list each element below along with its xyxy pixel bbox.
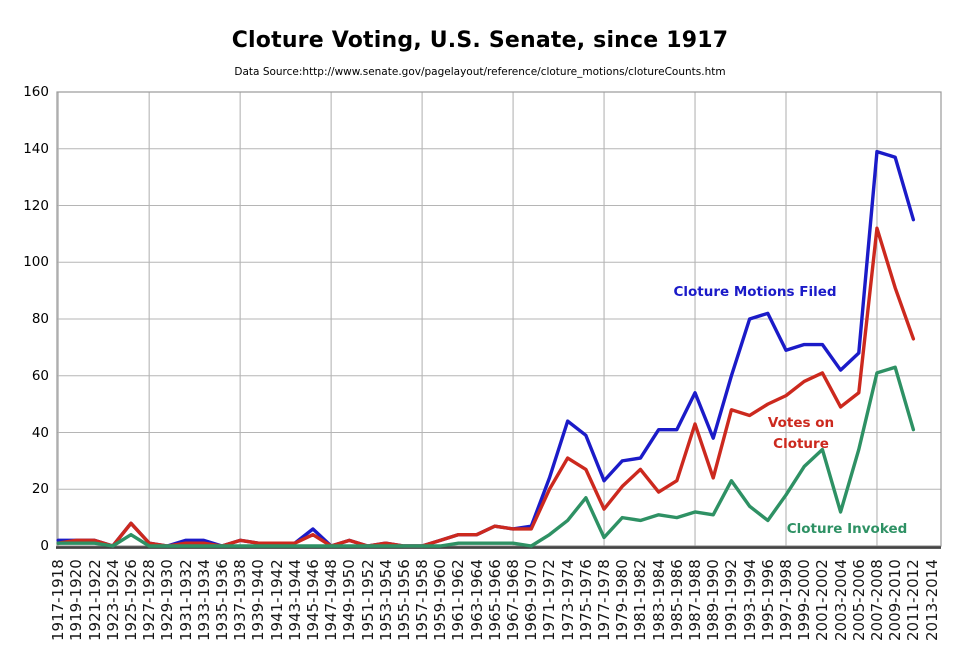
x-tick-label-1939-1940: 1939-1940 [249, 559, 268, 641]
series-line-votes-on-cloture [56, 226, 916, 548]
x-tick-label-1945-1946: 1945-1946 [303, 559, 322, 641]
x-tick-label-1995-1996: 1995-1996 [758, 559, 777, 641]
x-tick-label-1989-1990: 1989-1990 [704, 559, 723, 641]
chart-title: Cloture Voting, U.S. Senate, since 1917 [231, 28, 729, 53]
x-tick-label-2005-2006: 2005-2006 [849, 559, 868, 641]
y-tick-label-80: 80 [31, 311, 49, 327]
x-tick-label-1985-1986: 1985-1986 [667, 559, 686, 641]
x-tick-label-1981-1982: 1981-1982 [631, 559, 650, 641]
y-tick-label-100: 100 [23, 254, 49, 271]
x-tick-label-1973-1974: 1973-1974 [558, 559, 577, 641]
x-tick-label-1979-1980: 1979-1980 [613, 559, 632, 641]
series-label-votes-line1: Votes on [767, 415, 835, 431]
x-tick-label-1923-1924: 1923-1924 [103, 559, 122, 641]
y-tick-label-20: 20 [31, 481, 49, 498]
x-tick-label-1987-1988: 1987-1988 [686, 559, 705, 641]
x-tick-label-1963-1964: 1963-1964 [467, 559, 486, 641]
series-label-votes-on-cloture: Votes on Cloture [768, 413, 834, 455]
x-tick-label-1941-1942: 1941-1942 [267, 559, 286, 641]
x-tick-label-1921-1922: 1921-1922 [85, 559, 104, 641]
x-tick-label-2009-2010: 2009-2010 [886, 559, 905, 641]
x-tick-label-1947-1948: 1947-1948 [322, 559, 341, 641]
x-tick-label-1927-1928: 1927-1928 [140, 559, 159, 641]
series-line-cloture-invoked [56, 365, 916, 548]
x-tick-label-1971-1972: 1971-1972 [540, 559, 559, 641]
x-tick-label-1935-1936: 1935-1936 [212, 559, 231, 641]
x-tick-label-2003-2004: 2003-2004 [831, 559, 850, 641]
x-tick-label-1949-1950: 1949-1950 [340, 559, 359, 641]
x-tick-label-1967-1968: 1967-1968 [504, 559, 523, 641]
x-tick-label-1991-1992: 1991-1992 [722, 559, 741, 641]
y-tick-label-0: 0 [40, 538, 49, 554]
x-tick-label-1955-1956: 1955-1956 [394, 559, 413, 641]
series-label-cloture-invoked: Cloture Invoked [786, 521, 908, 537]
x-tick-label-1977-1978: 1977-1978 [595, 559, 614, 641]
x-tick-label-1929-1930: 1929-1930 [158, 559, 177, 641]
x-tick-label-1975-1976: 1975-1976 [576, 559, 595, 641]
x-tick-label-1931-1932: 1931-1932 [176, 559, 195, 641]
y-tick-label-40: 40 [31, 424, 49, 441]
x-tick-label-1953-1954: 1953-1954 [376, 559, 395, 641]
x-tick-label-2007-2008: 2007-2008 [867, 559, 886, 641]
series-line-cloture-motions-filed [56, 149, 916, 548]
x-tick-label-1997-1998: 1997-1998 [777, 559, 795, 641]
y-tick-label-160: 160 [23, 84, 49, 100]
x-tick-label-1969-1970: 1969-1970 [522, 559, 541, 641]
x-tick-label-1937-1938: 1937-1938 [231, 559, 250, 641]
x-tick-label-1983-1984: 1983-1984 [649, 559, 668, 641]
y-tick-label-120: 120 [23, 197, 49, 214]
y-tick-label-140: 140 [23, 140, 49, 157]
x-tick-label-1999-2000: 1999-2000 [795, 559, 814, 641]
x-tick-label-1951-1952: 1951-1952 [358, 559, 377, 641]
series-label-votes-line2: Cloture [773, 436, 829, 452]
x-tick-label-1933-1934: 1933-1934 [194, 559, 213, 641]
x-tick-label-1943-1944: 1943-1944 [285, 559, 304, 641]
x-tick-label-1961-1962: 1961-1962 [449, 559, 468, 641]
x-tick-label-1919-1920: 1919-1920 [67, 559, 86, 641]
x-tick-label-2013-2014: 2013-2014 [922, 559, 941, 641]
data-source-subtitle: Data Source:http://www.senate.gov/pagela… [234, 66, 726, 78]
x-tick-label-1925-1926: 1925-1926 [121, 559, 140, 641]
x-tick-label-1957-1958: 1957-1958 [413, 559, 432, 641]
y-tick-label-60: 60 [31, 367, 49, 384]
x-tick-label-2011-2012: 2011-2012 [904, 559, 923, 641]
series-label-motions-filed: Cloture Motions Filed [673, 284, 837, 300]
x-tick-label-2001-2002: 2001-2002 [813, 559, 832, 641]
x-tick-label-1965-1966: 1965-1966 [485, 559, 504, 641]
x-tick-label-1993-1994: 1993-1994 [740, 559, 759, 641]
x-tick-label-1959-1960: 1959-1960 [431, 559, 450, 641]
plot-border [56, 91, 942, 547]
x-tick-label-1917-1918: 1917-1918 [49, 559, 68, 641]
